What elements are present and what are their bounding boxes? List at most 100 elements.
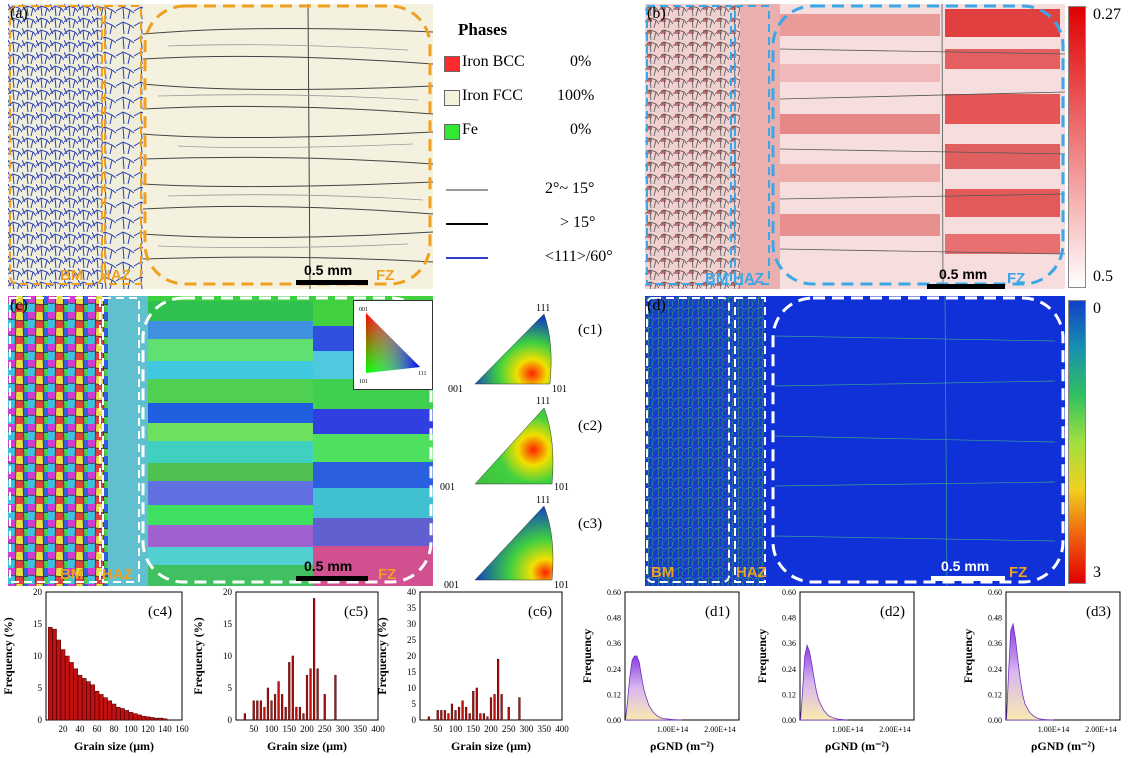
panel-label-d: (d) xyxy=(647,297,666,314)
chart-4-xtick: 2.00E+14 xyxy=(879,725,910,734)
chart-1-bar xyxy=(252,700,255,721)
chart-3-xlabel: ρGND (m⁻²) xyxy=(650,739,714,753)
chart-5-panel-label: (d3) xyxy=(1086,604,1111,620)
chart-2-ylabel: Frequency (%) xyxy=(375,617,389,694)
phase-name-bcc: Iron BCC xyxy=(462,53,525,70)
panel-label-b: (b) xyxy=(647,5,666,22)
zone-label-bm-d: BM xyxy=(651,564,675,581)
pf-c2-top: 111 xyxy=(536,396,550,407)
chart-2-bar xyxy=(518,697,521,721)
chart-3-xtick: 1.00E+14 xyxy=(657,725,688,734)
scale-bar-b xyxy=(927,284,1005,289)
chart-2-bar xyxy=(427,716,430,721)
zone-outlines-c xyxy=(9,296,433,584)
chart-5-ylabel: Frequency xyxy=(961,629,975,683)
chart-4-ylabel: Frequency xyxy=(755,629,769,683)
zone-outlines-b xyxy=(646,4,1065,286)
chart-4-ytick: 0.60 xyxy=(782,588,796,597)
chart-1-bar xyxy=(334,674,337,721)
chart-0-bar xyxy=(77,674,83,721)
chart-5-area xyxy=(1006,622,1054,721)
chart-2-bar xyxy=(493,694,496,721)
chart-0-bar xyxy=(81,678,87,721)
chart-4-xtick: 1.00E+14 xyxy=(832,725,863,734)
chart-1-xtick: 150 xyxy=(283,724,297,734)
boundary-high-angle: > 15° xyxy=(560,214,596,231)
chart-1-bar xyxy=(313,598,316,721)
chart-2-bar xyxy=(457,706,461,721)
pf-c1-left: 001 xyxy=(448,384,463,394)
chart-1-xtick: 250 xyxy=(318,724,332,734)
chart-2-xtick: 50 xyxy=(433,724,443,734)
scale-text-b: 0.5 mm xyxy=(939,266,988,282)
pf-c3-left: 001 xyxy=(444,580,459,590)
chart-4-frame xyxy=(799,591,915,721)
pole-figure-c1-plot: 111 001 101 (c1) xyxy=(448,303,602,395)
chart-4-ytick: 0.00 xyxy=(782,716,796,725)
chart-2-xtick: 250 xyxy=(502,724,516,734)
chart-4-ytick: 0.12 xyxy=(782,690,796,699)
scale-bar-d xyxy=(931,576,1005,581)
zone-outlines xyxy=(9,4,432,286)
zone-label-haz: HAZ xyxy=(100,267,131,284)
chart-2-bar xyxy=(454,710,457,721)
zone-label-bm: BM xyxy=(60,267,84,284)
phase-name-fe: Fe xyxy=(462,121,478,138)
chart-2-ytick: 15 xyxy=(407,667,417,677)
chart-1-ytick: 0 xyxy=(228,715,233,725)
chart-0-xtick: 80 xyxy=(110,724,120,734)
chart-2-bar xyxy=(507,706,510,721)
chart-0-ytick: 20 xyxy=(33,588,43,597)
line-low-angle xyxy=(446,189,488,191)
zone-label-haz-d: HAZ xyxy=(736,564,767,581)
chart-3-xtick: 2.00E+14 xyxy=(704,725,735,734)
chart-1-bar xyxy=(281,694,284,721)
chart-1-xtick: 350 xyxy=(354,724,368,734)
chart-2-bar xyxy=(489,697,493,721)
colorbar-d-top: 0 xyxy=(1093,300,1101,317)
chart-0-bar xyxy=(98,694,104,721)
chart-0-bar xyxy=(69,662,74,721)
chart-2-ytick: 30 xyxy=(407,619,417,629)
phase-map-texture xyxy=(8,4,433,289)
chart-0-bar xyxy=(158,717,164,721)
chart-2-bar xyxy=(472,690,475,721)
scale-bar-c xyxy=(296,576,368,581)
chart-0-xtick: 160 xyxy=(175,724,189,734)
chart-4-xlabel: ρGND (m⁻²) xyxy=(825,739,889,753)
chart-0-bar xyxy=(132,713,138,721)
chart-1-ytick: 20 xyxy=(223,588,233,597)
pf-c3-right: 101 xyxy=(554,580,569,590)
chart-1-panel-label: (c5) xyxy=(344,604,368,620)
chart-5-ytick: 0.12 xyxy=(988,690,1002,699)
pole-figure-c3: 111 001 101 (c3) xyxy=(440,494,620,591)
chart-4-ytick: 0.48 xyxy=(782,614,796,623)
line-high-angle xyxy=(446,223,488,225)
chart-3-ylabel: Frequency xyxy=(580,629,594,683)
swatch-iron-fcc xyxy=(444,90,460,106)
pf-c2-left: 001 xyxy=(440,482,455,493)
ipf-color-key: 001 101 111 xyxy=(353,300,433,390)
chart-0-xtick: 120 xyxy=(141,724,155,734)
chart-1-bar xyxy=(316,668,319,721)
chart-3-panel-label: (d1) xyxy=(705,604,730,620)
chart-1-bar xyxy=(256,700,259,721)
chart-2-xtick: 200 xyxy=(484,724,498,734)
chart-5-ytick: 0.60 xyxy=(988,588,1002,597)
swatch-fe xyxy=(444,124,460,140)
pf-c2-label: (c2) xyxy=(578,418,602,434)
chart-0-bar xyxy=(154,717,159,721)
phase-value-fcc: 100% xyxy=(557,87,595,104)
chart-5-xtick: 2.00E+14 xyxy=(1085,725,1116,734)
chart-2-bar xyxy=(440,710,443,721)
chart-0-bar xyxy=(141,715,147,721)
chart-2-ytick: 5 xyxy=(412,699,417,709)
chart-0-bar xyxy=(64,655,70,721)
chart-1-xtick: 100 xyxy=(265,724,279,734)
chart-0-bar xyxy=(124,710,130,721)
chart-0-bar xyxy=(115,706,121,721)
ebsd-map-phase: (a) BM HAZ FZ 0.5 mm xyxy=(8,4,433,289)
pf-c3-label: (c3) xyxy=(578,516,602,532)
pole-figure-c2: 111 001 101 (c2) xyxy=(440,394,620,494)
chart-0-bar xyxy=(103,697,108,721)
